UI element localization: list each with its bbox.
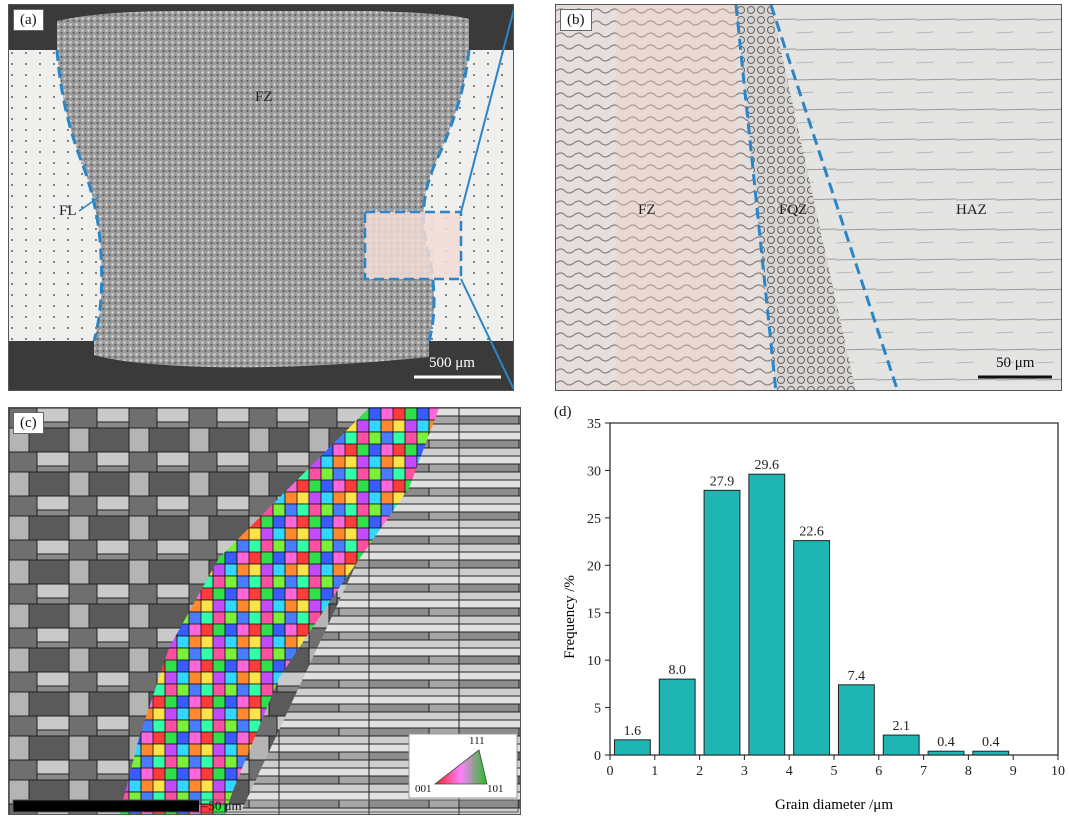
histogram-bar bbox=[972, 750, 1010, 756]
fz-pink-tint bbox=[616, 5, 736, 390]
x-tick-label: 8 bbox=[965, 764, 972, 779]
weld-macrograph bbox=[9, 5, 513, 390]
x-tick-label: 7 bbox=[920, 764, 927, 779]
panel-c: (c) 111 001 101 =50 μm bbox=[8, 407, 521, 815]
panel-label-d: (d) bbox=[554, 404, 572, 420]
haz-region-b bbox=[771, 5, 1061, 390]
bar-value-label: 29.6 bbox=[755, 458, 780, 473]
panel-label-c: (c) bbox=[13, 412, 44, 434]
histogram-bar bbox=[882, 734, 920, 756]
scale-label-c: =50 μm bbox=[201, 798, 242, 813]
panel-a: (a) FZ FL 500 μm bbox=[8, 4, 514, 391]
y-tick-label: 30 bbox=[587, 464, 601, 479]
ipf-label-111: 111 bbox=[469, 735, 485, 747]
panel-label-b: (b) bbox=[560, 9, 592, 31]
x-tick-label: 3 bbox=[741, 764, 748, 779]
ipf-triangle bbox=[433, 749, 488, 785]
bar-value-label: 0.4 bbox=[982, 735, 1000, 750]
histogram-bar bbox=[927, 750, 965, 756]
histogram-bar bbox=[703, 489, 741, 756]
bar-value-label: 22.6 bbox=[799, 525, 824, 540]
y-tick-label: 20 bbox=[587, 559, 601, 574]
histogram-bar bbox=[837, 684, 875, 756]
panel-d: (d) 1.6 8.0 27.9 29.6 22.6 7.4 2.1 0.4 0.4 0 1 2 3 4 5… bbox=[548, 404, 1066, 816]
scale-label-b: 50 μm bbox=[996, 355, 1035, 371]
zoom-line-top bbox=[460, 8, 513, 213]
x-axis-title: Grain diameter /μm bbox=[775, 797, 893, 813]
weld-fusion-zone bbox=[57, 11, 469, 368]
y-tick-label: 15 bbox=[587, 607, 601, 622]
x-tick-label: 10 bbox=[1051, 764, 1065, 779]
haz-label: HAZ bbox=[956, 202, 987, 218]
y-tick-label: 5 bbox=[594, 702, 601, 717]
histogram-bar bbox=[658, 678, 696, 756]
histogram-bar bbox=[793, 540, 831, 756]
bar-value-label: 0.4 bbox=[937, 735, 955, 750]
fqz-boundary-left bbox=[734, 5, 778, 390]
optical-micrograph-b bbox=[556, 5, 1061, 390]
histogram-bar bbox=[613, 739, 651, 756]
x-tick-label: 1 bbox=[651, 764, 658, 779]
x-tick-label: 4 bbox=[786, 764, 793, 779]
fl-label: FL bbox=[59, 203, 77, 219]
fl-pointer bbox=[78, 196, 100, 212]
x-tick-label: 6 bbox=[875, 764, 882, 779]
x-tick-label: 5 bbox=[831, 764, 838, 779]
ipf-label-101: 101 bbox=[487, 783, 504, 795]
panel-label-a: (a) bbox=[13, 9, 44, 31]
y-axis-title: Frequency /% bbox=[562, 575, 578, 659]
fusion-line-right bbox=[421, 49, 471, 342]
fqz-label: FQZ bbox=[779, 202, 808, 218]
grain-size-histogram: 1.6 8.0 27.9 29.6 22.6 7.4 2.1 0.4 0.4 0 1 2 3 4 5 6 7 8 9… bbox=[562, 417, 1065, 813]
x-tick-label: 0 bbox=[607, 764, 614, 779]
histogram-bar bbox=[748, 473, 786, 756]
ebsd-haz-grains bbox=[239, 408, 520, 814]
y-tick-label: 10 bbox=[587, 654, 601, 669]
ebsd-fqz-band bbox=[119, 408, 439, 814]
scale-label-a: 500 μm bbox=[429, 355, 475, 371]
y-tick-label: 25 bbox=[587, 512, 601, 527]
ebsd-map bbox=[9, 408, 520, 814]
bar-value-label: 27.9 bbox=[710, 474, 735, 489]
fz-label-b: FZ bbox=[638, 202, 656, 218]
fz-label-a: FZ bbox=[255, 89, 273, 105]
y-tick-label: 35 bbox=[587, 417, 601, 432]
zoom-line-bottom bbox=[460, 278, 513, 390]
zoom-region-box bbox=[363, 210, 463, 281]
ipf-label-001: 001 bbox=[415, 783, 432, 795]
bar-value-label: 2.1 bbox=[892, 719, 910, 734]
scale-bar-c bbox=[13, 800, 199, 812]
y-tick-label: 0 bbox=[594, 749, 601, 764]
panel-b: (b) FZ FQZ HAZ 50 μm bbox=[555, 4, 1062, 391]
x-tick-label: 9 bbox=[1010, 764, 1017, 779]
bar-value-label: 7.4 bbox=[848, 669, 866, 684]
x-tick-label: 2 bbox=[696, 764, 703, 779]
bar-value-label: 1.6 bbox=[624, 724, 642, 739]
bar-value-label: 8.0 bbox=[668, 663, 686, 678]
scale-bar-c-frame bbox=[12, 799, 519, 813]
